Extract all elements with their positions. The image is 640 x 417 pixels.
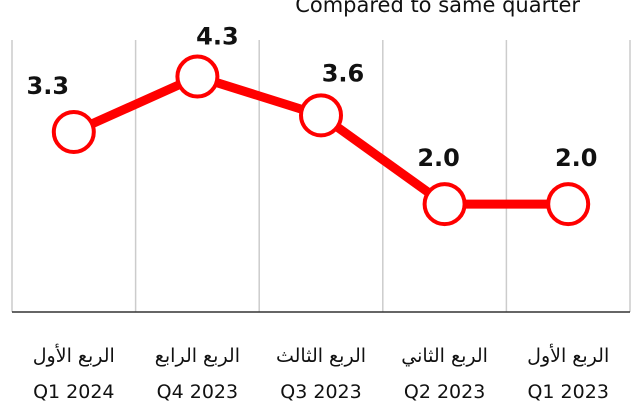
marker — [546, 182, 591, 227]
data-label: 3.6 — [322, 59, 365, 87]
data-label: 2.0 — [417, 144, 460, 172]
x-tick-label-ar: الربع الرابع — [155, 345, 240, 367]
x-tick-label: Q1 2023 — [527, 381, 608, 403]
x-tick-label: Q4 2023 — [157, 381, 238, 403]
x-tick-label-ar: الربع الثاني — [401, 345, 488, 367]
x-tick-label-ar: الربع الثالث — [276, 345, 366, 367]
x-tick-label: Q2 2023 — [404, 381, 485, 403]
x-tick-label: Q1 2024 — [33, 381, 114, 403]
x-tick-label-ar: الربع الأول — [33, 344, 115, 367]
marker — [299, 93, 343, 138]
marker — [422, 182, 467, 227]
x-tick-label: Q3 2023 — [280, 381, 361, 403]
data-label: 4.3 — [196, 23, 239, 51]
chart-subtitle: Compared to same quarter — [295, 0, 580, 17]
x-tick-label-ar: الربع الأول — [527, 344, 609, 367]
data-label: 2.0 — [555, 144, 598, 172]
data-label: 3.3 — [27, 72, 70, 100]
marker — [175, 54, 220, 99]
marker — [51, 110, 96, 154]
separators — [11, 40, 631, 313]
